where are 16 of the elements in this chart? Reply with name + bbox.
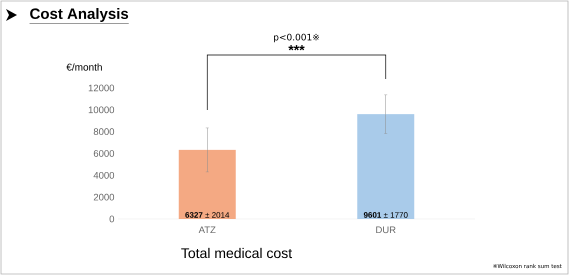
y-tick-label: 12000 xyxy=(88,84,114,92)
y-tick-label: 8000 xyxy=(94,128,114,136)
text: *** xyxy=(288,45,305,50)
y-tick-label: 4000 xyxy=(94,172,114,179)
text: p<0.001※ xyxy=(274,34,319,42)
y-axis-title: €/month xyxy=(66,63,102,71)
x-axis-title: Total medical cost xyxy=(181,248,292,258)
x-tick-label: DUR xyxy=(376,226,396,234)
y-tick-label: 2000 xyxy=(94,194,114,201)
data-label: 9601 ± 1770 xyxy=(364,212,408,218)
x-tick-label: ATZ xyxy=(198,226,216,234)
chart-title: Cost Analysis xyxy=(30,8,128,22)
y-tick-label: 10000 xyxy=(88,106,114,114)
y-tick-label: 6000 xyxy=(94,150,114,157)
y-tick-label: 0 xyxy=(110,216,114,222)
data-label: 6327 ± 2014 xyxy=(185,212,230,218)
